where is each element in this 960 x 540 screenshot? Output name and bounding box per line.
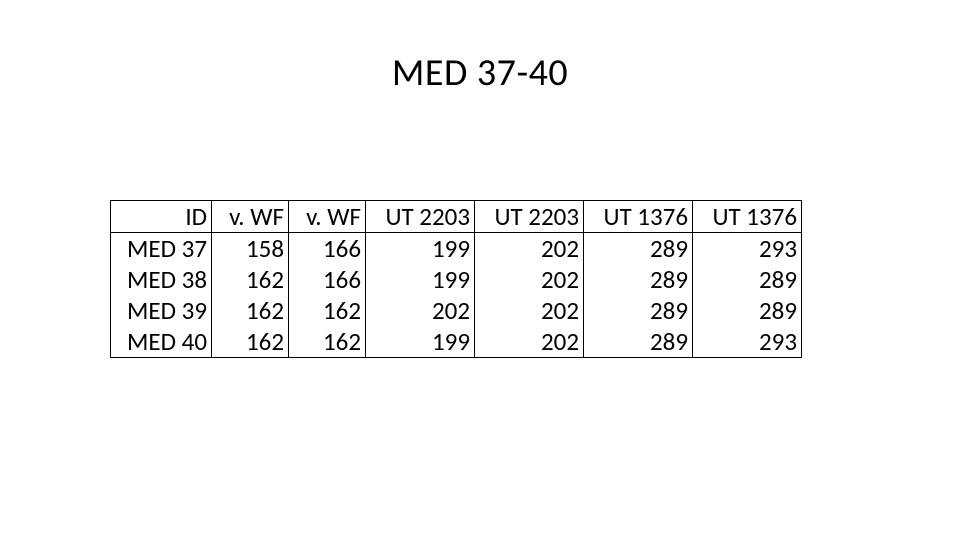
col-header-ut1376-1: UT 1376	[584, 201, 693, 233]
slide: MED 37-40 ID v. WF v. WF UT 2203 UT 2203…	[0, 0, 960, 540]
cell-ut1376-1: 289	[584, 295, 693, 326]
data-table: ID v. WF v. WF UT 2203 UT 2203 UT 1376 U…	[110, 200, 802, 358]
cell-id: MED 37	[111, 233, 212, 265]
cell-ut2203-2: 202	[475, 326, 584, 358]
cell-vwf-1: 162	[212, 326, 289, 358]
cell-ut1376-2: 289	[693, 264, 802, 295]
cell-vwf-2: 166	[289, 233, 366, 265]
cell-id: MED 38	[111, 264, 212, 295]
cell-ut2203-2: 202	[475, 295, 584, 326]
cell-ut1376-1: 289	[584, 326, 693, 358]
table-row: MED 38 162 166 199 202 289 289	[111, 264, 802, 295]
cell-vwf-2: 162	[289, 295, 366, 326]
cell-ut1376-1: 289	[584, 264, 693, 295]
cell-ut2203-1: 199	[366, 264, 475, 295]
table-header-row: ID v. WF v. WF UT 2203 UT 2203 UT 1376 U…	[111, 201, 802, 233]
col-header-id: ID	[111, 201, 212, 233]
cell-ut1376-2: 289	[693, 295, 802, 326]
col-header-ut2203-1: UT 2203	[366, 201, 475, 233]
cell-ut1376-2: 293	[693, 326, 802, 358]
col-header-ut1376-2: UT 1376	[693, 201, 802, 233]
page-title: MED 37-40	[0, 50, 960, 96]
cell-id: MED 39	[111, 295, 212, 326]
data-table-container: ID v. WF v. WF UT 2203 UT 2203 UT 1376 U…	[110, 200, 802, 358]
table-row: MED 39 162 162 202 202 289 289	[111, 295, 802, 326]
cell-vwf-1: 162	[212, 264, 289, 295]
cell-ut2203-1: 199	[366, 233, 475, 265]
col-header-vwf-1: v. WF	[212, 201, 289, 233]
cell-vwf-2: 166	[289, 264, 366, 295]
cell-ut2203-1: 202	[366, 295, 475, 326]
cell-ut2203-1: 199	[366, 326, 475, 358]
table-row: MED 40 162 162 199 202 289 293	[111, 326, 802, 358]
cell-ut2203-2: 202	[475, 233, 584, 265]
cell-ut1376-2: 293	[693, 233, 802, 265]
cell-ut2203-2: 202	[475, 264, 584, 295]
cell-vwf-2: 162	[289, 326, 366, 358]
cell-vwf-1: 158	[212, 233, 289, 265]
col-header-ut2203-2: UT 2203	[475, 201, 584, 233]
cell-ut1376-1: 289	[584, 233, 693, 265]
cell-id: MED 40	[111, 326, 212, 358]
col-header-vwf-2: v. WF	[289, 201, 366, 233]
table-row: MED 37 158 166 199 202 289 293	[111, 233, 802, 265]
cell-vwf-1: 162	[212, 295, 289, 326]
